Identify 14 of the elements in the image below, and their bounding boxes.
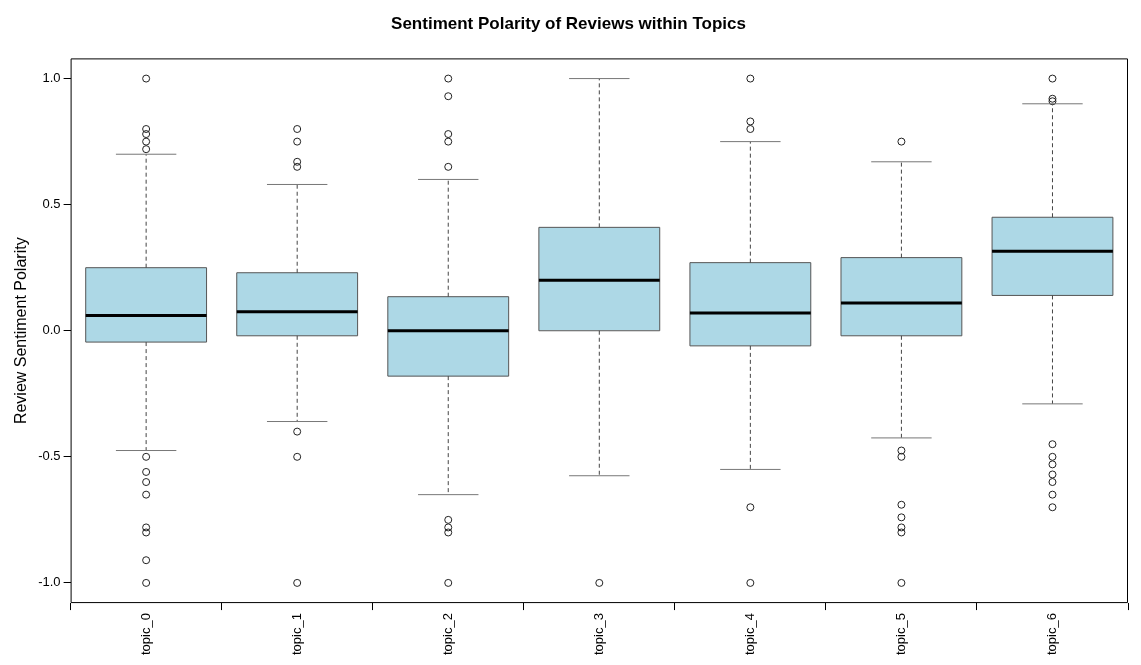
y-tick-label: -1.0 [38, 574, 61, 590]
y-tick-label: -0.5 [38, 448, 61, 464]
y-tick-label: 0.5 [42, 196, 61, 212]
x-tick-label: topic_4 [741, 613, 757, 655]
x-tick-label: topic_2 [439, 613, 455, 655]
x-tick-label: topic_6 [1044, 613, 1060, 655]
y-tick-label: 0.0 [42, 322, 61, 338]
x-tick-label: topic_1 [288, 613, 304, 655]
x-tick-label: topic_3 [590, 613, 606, 655]
x-tick-label: topic_5 [892, 613, 908, 655]
y-tick-label: 1.0 [42, 70, 61, 86]
chart-title: Sentiment Polarity of Reviews within Topics [391, 13, 746, 33]
y-axis-title: Review Sentiment Polarity [12, 237, 30, 425]
x-tick-label: topic_0 [137, 613, 153, 655]
